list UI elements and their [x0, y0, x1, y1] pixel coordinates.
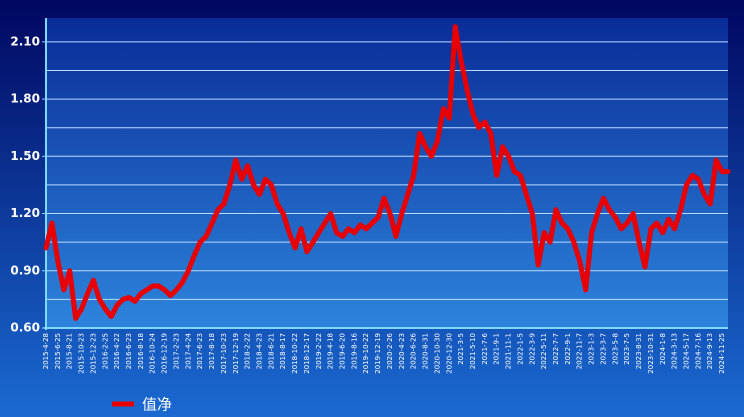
y-tick-label: 0.60	[10, 321, 40, 335]
x-tick-label: 2021-11-1	[505, 333, 513, 369]
x-tick-label: 2023-5-8	[611, 333, 619, 365]
x-tick-label: 2024-7-16	[694, 332, 702, 369]
x-tick-label: 2015-4-28	[42, 333, 50, 369]
x-tick-label: 2024-9-13	[706, 333, 714, 369]
x-tick-label: 2023-1-3	[588, 333, 596, 365]
x-tick-label: 2016-10-24	[149, 332, 157, 373]
x-tick-label: 2016-12-19	[161, 333, 169, 374]
x-tick-label: 2021-5-10	[469, 333, 477, 369]
x-tick-label: 2018-2-22	[244, 333, 252, 369]
x-tick-label: 2017-10-23	[220, 333, 228, 374]
x-tick-label: 2015-12-23	[89, 333, 97, 374]
x-tick-label: 2024-3-13	[671, 333, 679, 369]
x-tick-label: 2020-8-31	[422, 333, 430, 369]
x-tick-label: 2018-12-17	[303, 333, 311, 374]
legend: 值净	[112, 396, 172, 414]
x-tick-label: 2019-12-19	[374, 333, 382, 374]
x-tick-label: 2020-10-30	[433, 333, 441, 374]
x-tick-label: 2016-6-23	[125, 333, 133, 369]
x-tick-label: 2018-10-22	[291, 333, 299, 374]
x-tick-label: 2016-2-25	[101, 333, 109, 369]
x-tick-label: 2024-5-17	[682, 333, 690, 369]
x-tick-label: 2017-4-24	[184, 332, 192, 369]
x-tick-label: 2020-2-26	[386, 332, 394, 369]
x-tick-label: 2019-10-22	[362, 333, 370, 374]
x-tick-label: 2021-3-5	[457, 333, 465, 365]
x-tick-label: 2020-4-23	[398, 333, 406, 369]
y-tick-label: 0.90	[10, 263, 40, 277]
x-tick-label: 2018-4-23	[255, 333, 263, 369]
x-tick-label: 2018-8-17	[279, 333, 287, 369]
x-tick-label: 2015-6-25	[54, 333, 62, 369]
y-tick-label: 1.20	[10, 206, 40, 220]
x-tick-label: 2019-8-16	[350, 332, 358, 369]
x-tick-label: 2017-8-18	[208, 333, 216, 369]
data-line	[43, 24, 731, 321]
x-tick-label: 2022-1-5	[516, 333, 524, 365]
y-tick-label: 1.50	[10, 149, 40, 163]
x-tick-label: 2015-10-23	[78, 333, 86, 374]
x-tick-label: 2022-9-1	[564, 333, 572, 365]
plot-area	[46, 18, 728, 328]
x-tick-label: 2021-7-6	[481, 332, 489, 364]
x-tick-label: 2022-11-7	[576, 333, 584, 369]
x-tick-label: 2017-12-19	[232, 333, 240, 374]
x-tick-label: 2024-11-25	[718, 333, 726, 374]
x-tick-label: 2020-6-26	[410, 332, 418, 369]
x-tick-label: 2023-10-31	[647, 333, 655, 374]
x-tick-label: 2017-6-23	[196, 333, 204, 369]
x-tick-label: 2023-3-7	[599, 333, 607, 365]
y-tick-label: 1.80	[10, 92, 40, 106]
x-tick-label: 2023-7-5	[623, 333, 631, 365]
x-tick-label: 2019-6-20	[339, 333, 347, 369]
x-tick-label: 2022-5-11	[540, 333, 548, 369]
x-tick-label: 2016-4-22	[113, 333, 121, 369]
x-tick-label: 2022-7-7	[552, 333, 560, 365]
x-tick-label: 2023-8-31	[635, 333, 643, 369]
y-tick-label: 2.10	[10, 34, 40, 48]
x-tick-label: 2018-6-21	[267, 333, 275, 369]
x-tick-label: 2022-3-9	[528, 333, 536, 365]
legend-label: 值净	[142, 396, 172, 414]
x-tick-label: 2015-8-21	[66, 333, 74, 369]
x-tick-label: 2019-2-22	[315, 333, 323, 369]
x-tick-label: 2021-9-1	[493, 333, 501, 365]
x-tick-label: 2017-2-23	[172, 333, 180, 369]
x-tick-label: 2020-12-30	[445, 333, 453, 374]
x-tick-label: 2016-8-18	[137, 333, 145, 369]
x-tick-label: 2019-4-18	[327, 333, 335, 369]
x-tick-label: 2024-1-8	[659, 333, 667, 365]
